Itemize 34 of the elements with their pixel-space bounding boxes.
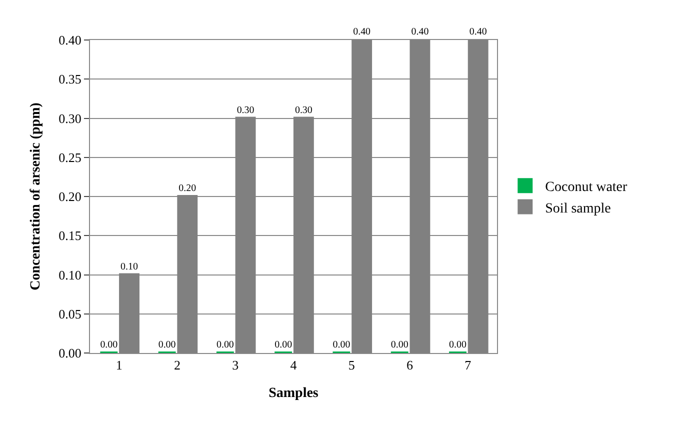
y-tick-label: 0.40	[58, 32, 82, 48]
data-label: 0.40	[411, 26, 429, 38]
data-label: 0.00	[390, 340, 408, 351]
data-label: 0.00	[216, 340, 234, 351]
data-label: 0.00	[449, 340, 466, 351]
x-tick-label: 2	[174, 358, 180, 373]
data-label: 0.10	[120, 261, 138, 272]
x-tick-label: 7	[464, 358, 472, 373]
x-tick-label: 5	[348, 358, 355, 373]
y-tick-label: 0.20	[58, 189, 82, 204]
y-tick-label: 0.00	[58, 346, 82, 361]
y-axis-title: Concentration of arsenic (ppm)	[28, 102, 44, 290]
x-axis-title: Samples	[268, 386, 319, 401]
y-tick-label: 0.30	[58, 110, 82, 126]
data-label: 0.00	[332, 340, 350, 351]
y-tick-label: 0.15	[58, 228, 82, 244]
data-label: 0.00	[158, 340, 176, 351]
data-label: 0.00	[274, 340, 292, 351]
y-tick-label: 0.35	[58, 72, 82, 87]
x-tick-label: 4	[290, 358, 298, 373]
legend-label: Coconut water	[545, 180, 628, 196]
data-label: 0.00	[100, 340, 118, 351]
y-tick-label: 0.05	[58, 306, 82, 322]
y-tick-label: 0.10	[58, 267, 82, 282]
x-tick-label: 3	[232, 358, 239, 373]
data-label: 0.40	[353, 26, 371, 38]
data-label: 0.20	[178, 183, 196, 194]
legend-label: Soil sample	[545, 201, 611, 216]
x-tick-label: 1	[116, 358, 122, 373]
data-label: 0.30	[294, 104, 312, 116]
data-label: 0.40	[469, 26, 487, 38]
data-label: 0.30	[236, 104, 254, 116]
y-tick-label: 0.25	[58, 150, 82, 165]
x-tick-label: 6	[406, 358, 414, 373]
